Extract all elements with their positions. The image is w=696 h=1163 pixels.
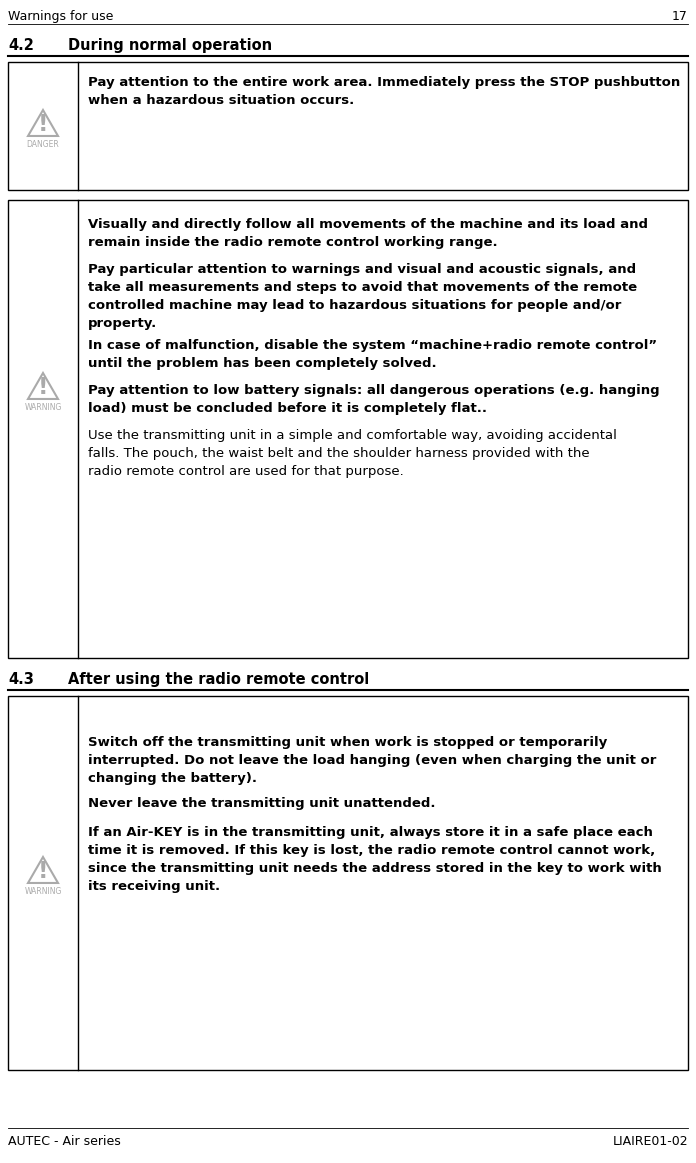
- Text: 4.3: 4.3: [8, 672, 34, 687]
- Text: LIAIRE01-02: LIAIRE01-02: [612, 1135, 688, 1148]
- Text: Pay attention to low battery signals: all dangerous operations (e.g. hanging
loa: Pay attention to low battery signals: al…: [88, 384, 660, 415]
- Text: !: !: [38, 113, 48, 136]
- Bar: [8, 695, 688, 1070]
- Text: !: !: [38, 376, 48, 399]
- Bar: [8, 200, 688, 658]
- Text: !: !: [38, 859, 48, 883]
- Text: Never leave the transmitting unit unattended.: Never leave the transmitting unit unatte…: [88, 797, 436, 809]
- Text: 17: 17: [672, 10, 688, 23]
- Text: Switch off the transmitting unit when work is stopped or temporarily
interrupted: Switch off the transmitting unit when wo…: [88, 736, 656, 785]
- Text: Use the transmitting unit in a simple and comfortable way, avoiding accidental
f: Use the transmitting unit in a simple an…: [88, 429, 617, 478]
- Text: WARNING: WARNING: [24, 887, 62, 896]
- Text: Pay attention to the entire work area. Immediately press the STOP pushbutton
whe: Pay attention to the entire work area. I…: [88, 76, 680, 107]
- Text: WARNING: WARNING: [24, 404, 62, 412]
- Text: Visually and directly follow all movements of the machine and its load and
remai: Visually and directly follow all movemen…: [88, 217, 648, 249]
- Text: DANGER: DANGER: [26, 140, 59, 149]
- Text: After using the radio remote control: After using the radio remote control: [68, 672, 370, 687]
- Bar: [8, 62, 688, 190]
- Text: If an Air-KEY is in the transmitting unit, always store it in a safe place each
: If an Air-KEY is in the transmitting uni…: [88, 826, 662, 893]
- Text: In case of malfunction, disable the system “machine+radio remote control”
until : In case of malfunction, disable the syst…: [88, 338, 657, 370]
- Text: AUTEC - Air series: AUTEC - Air series: [8, 1135, 120, 1148]
- Text: 4.2: 4.2: [8, 38, 34, 53]
- Text: Pay particular attention to warnings and visual and acoustic signals, and
take a: Pay particular attention to warnings and…: [88, 263, 637, 330]
- Text: During normal operation: During normal operation: [68, 38, 272, 53]
- Text: Warnings for use: Warnings for use: [8, 10, 113, 23]
